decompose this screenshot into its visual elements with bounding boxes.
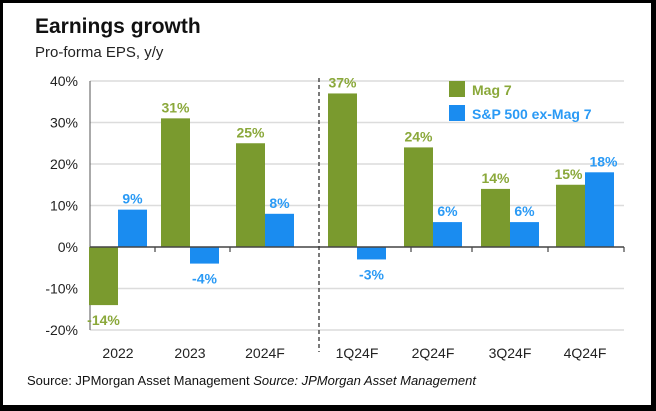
y-tick-label: 40% [50,73,78,89]
x-tick-label: 2023 [174,345,205,361]
bar-sp500-ex-mag7 [433,222,462,247]
legend-swatch-mag7 [449,81,465,97]
chart-subtitle: Pro-forma EPS, y/y [35,44,164,61]
y-tick-label: 30% [50,115,78,131]
bar-sp500-ex-mag7 [585,172,614,247]
bar-sp500-ex-mag7 [510,222,539,247]
data-label: 31% [161,99,190,115]
bar-mag7 [236,143,265,247]
bar-mag7 [481,188,510,247]
data-label: 6% [514,203,535,219]
bar-mag7 [556,184,585,247]
x-tick-label: 2Q24F [412,345,455,361]
x-tick-label: 4Q24F [564,345,607,361]
legend-label: S&P 500 ex-Mag 7 [472,106,592,122]
chart-frame [3,3,651,405]
x-tick-label: 2024F [245,345,285,361]
bar-sp500-ex-mag7 [118,209,147,247]
x-tick-label: 1Q24F [336,345,379,361]
source-italic-rest: JPMorgan Asset Management [298,373,476,388]
chart-title: Earnings growth [35,15,201,38]
data-label: 37% [328,74,357,90]
y-tick-label: -10% [45,281,78,297]
data-label: 18% [589,153,618,169]
bar-sp500-ex-mag7 [357,247,386,260]
data-label: -3% [359,266,384,282]
y-tick-label: 10% [50,198,78,214]
data-label: 25% [236,124,265,140]
data-label: -14% [87,312,120,328]
bar-sp500-ex-mag7 [190,247,219,264]
bar-mag7 [404,147,433,247]
data-label: 9% [122,191,143,207]
data-label: -4% [192,271,217,287]
data-label: 24% [404,128,433,144]
y-tick-label: 0% [58,239,78,255]
x-tick-label: 3Q24F [489,345,532,361]
source-text: Source: JPMorgan Asset Management [27,373,254,388]
data-label: 6% [437,203,458,219]
data-label: 14% [481,170,510,186]
legend-swatch-sp500-ex-mag7 [449,105,465,121]
bar-sp500-ex-mag7 [265,213,294,247]
bar-mag7 [328,93,357,247]
source-note: Source: JPMorgan Asset Management Source… [27,373,476,388]
data-label: 8% [269,195,290,211]
x-tick-label: 2022 [102,345,133,361]
data-label: 15% [554,166,583,182]
legend-label: Mag 7 [472,82,512,98]
bar-mag7 [161,118,190,247]
source-italic-prefix: Source: [253,373,298,388]
y-tick-label: -20% [45,322,78,338]
bar-mag7 [89,247,118,306]
y-tick-label: 20% [50,156,78,172]
